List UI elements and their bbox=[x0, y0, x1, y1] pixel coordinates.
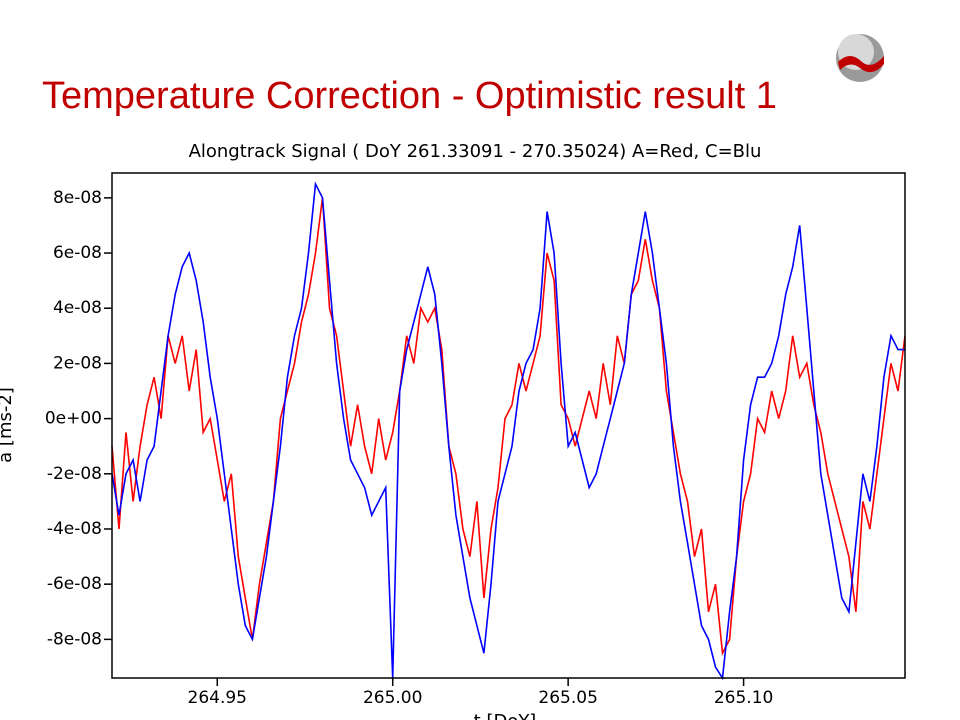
x-axis-label: t [DoY] bbox=[474, 711, 537, 720]
y-axis-label: a [ms-2] bbox=[0, 387, 16, 463]
y-tick-label: 8e-08 bbox=[53, 188, 102, 208]
slide-title: Temperature Correction - Optimistic resu… bbox=[42, 75, 777, 117]
series-line bbox=[111, 181, 905, 681]
y-tick-label: -6e-08 bbox=[47, 574, 102, 594]
y-tick-label: 6e-08 bbox=[53, 243, 102, 263]
x-tick-label: 265.05 bbox=[538, 688, 597, 708]
y-tick-label: 2e-08 bbox=[53, 353, 102, 373]
y-tick-label: -2e-08 bbox=[47, 464, 102, 484]
logo bbox=[836, 34, 884, 82]
x-tick-label: 265.00 bbox=[363, 688, 422, 708]
x-tick-label: 265.10 bbox=[714, 688, 773, 708]
series-line bbox=[111, 197, 906, 656]
y-tick-label: 0e+00 bbox=[45, 409, 102, 429]
plot-frame bbox=[111, 172, 906, 679]
chart-title: Alongtrack Signal ( DoY 261.33091 - 270.… bbox=[189, 141, 762, 162]
y-tick-label: 4e-08 bbox=[53, 298, 102, 318]
x-tick-label: 264.95 bbox=[188, 688, 247, 708]
y-tick-label: -4e-08 bbox=[47, 519, 102, 539]
plot-area bbox=[111, 181, 906, 681]
y-tick-label: -8e-08 bbox=[47, 629, 102, 649]
